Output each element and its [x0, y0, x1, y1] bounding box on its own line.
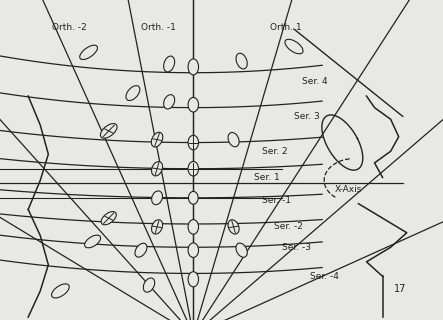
Ellipse shape: [236, 53, 247, 69]
Ellipse shape: [135, 243, 147, 257]
Text: X-Axis: X-Axis: [334, 185, 361, 194]
Ellipse shape: [236, 243, 247, 257]
Text: Ser. 3: Ser. 3: [294, 112, 320, 121]
Ellipse shape: [228, 220, 239, 234]
Ellipse shape: [163, 95, 175, 109]
Ellipse shape: [101, 212, 117, 225]
Ellipse shape: [228, 132, 239, 147]
Ellipse shape: [126, 86, 140, 100]
Text: Orth. -1: Orth. -1: [141, 23, 176, 32]
Ellipse shape: [188, 59, 198, 75]
Ellipse shape: [188, 162, 198, 176]
Ellipse shape: [85, 235, 101, 248]
Text: Ser. 1: Ser. 1: [254, 173, 280, 182]
Text: Ser. 2: Ser. 2: [262, 147, 288, 156]
Ellipse shape: [101, 124, 117, 138]
Ellipse shape: [163, 56, 175, 72]
Ellipse shape: [80, 45, 97, 60]
Ellipse shape: [152, 132, 163, 147]
Text: Orth. -2: Orth. -2: [52, 23, 87, 32]
Text: 17: 17: [394, 284, 407, 294]
Ellipse shape: [285, 39, 303, 54]
Ellipse shape: [188, 135, 198, 150]
Ellipse shape: [152, 191, 163, 205]
Text: Ser. -2: Ser. -2: [274, 222, 303, 231]
Text: Ser. -1: Ser. -1: [262, 196, 291, 205]
Ellipse shape: [152, 162, 163, 176]
Text: Orth. 1: Orth. 1: [270, 23, 301, 32]
Ellipse shape: [188, 98, 198, 112]
Ellipse shape: [152, 220, 163, 234]
Text: Ser. 4: Ser. 4: [302, 77, 328, 86]
Ellipse shape: [188, 272, 198, 287]
Ellipse shape: [188, 220, 198, 234]
Ellipse shape: [51, 284, 69, 298]
Ellipse shape: [188, 191, 198, 204]
Text: Ser. -3: Ser. -3: [282, 243, 311, 252]
Text: Ser. -4: Ser. -4: [310, 272, 339, 281]
Ellipse shape: [188, 243, 198, 258]
Ellipse shape: [144, 278, 155, 292]
